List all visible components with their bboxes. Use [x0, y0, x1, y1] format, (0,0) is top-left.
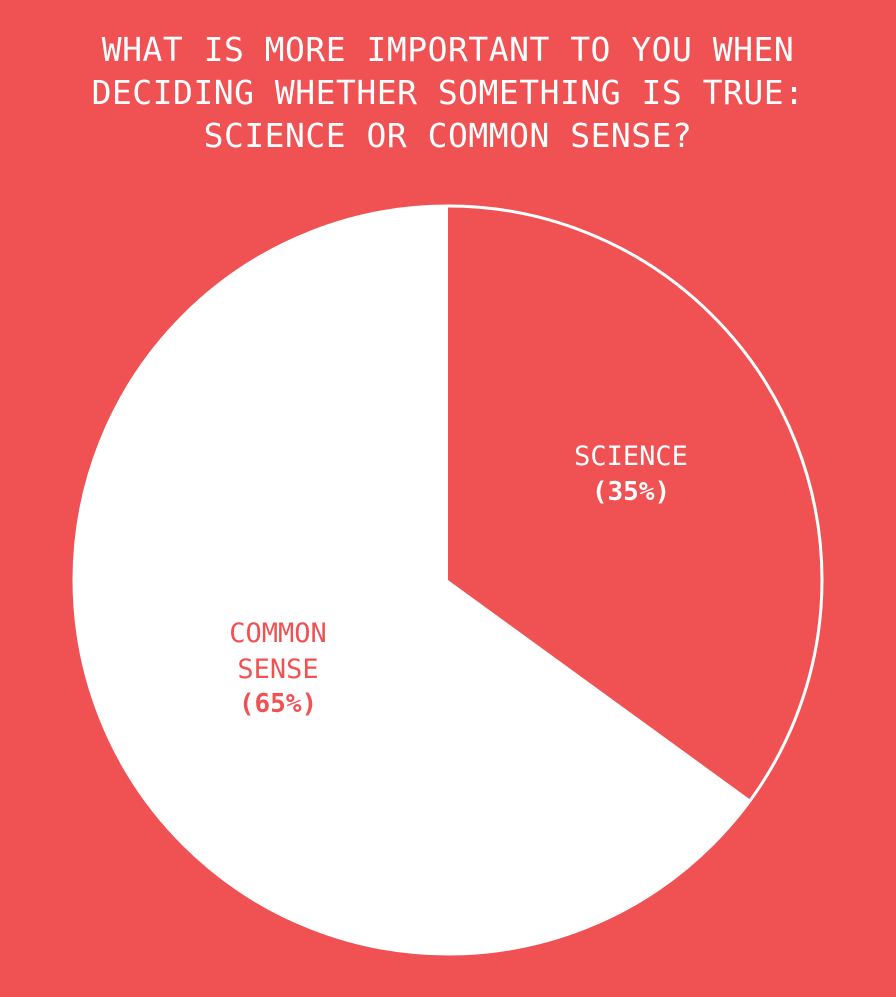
slice-label-1-line-1: SCIENCE — [574, 441, 688, 472]
chart-title: WHAT IS MORE IMPORTANT TO YOU WHEN DECID… — [0, 28, 896, 157]
slice-value-label-2: (65%) — [239, 689, 317, 719]
chart-title-line-2: DECIDING WHETHER SOMETHING IS TRUE: — [91, 73, 805, 112]
pie-outline — [72, 204, 824, 956]
slice-value-label-1: (35%) — [592, 477, 670, 507]
pie-slice-1 — [448, 206, 822, 800]
slice-label-2-line-1: COMMON — [229, 618, 327, 649]
chart-title-line-1: WHAT IS MORE IMPORTANT TO YOU WHEN — [101, 30, 795, 69]
pie-slice-2 — [73, 206, 751, 954]
chart-title-line-3: SCIENCE OR COMMON SENSE? — [203, 116, 693, 155]
slice-label-2-line-2: SENSE — [237, 654, 318, 685]
